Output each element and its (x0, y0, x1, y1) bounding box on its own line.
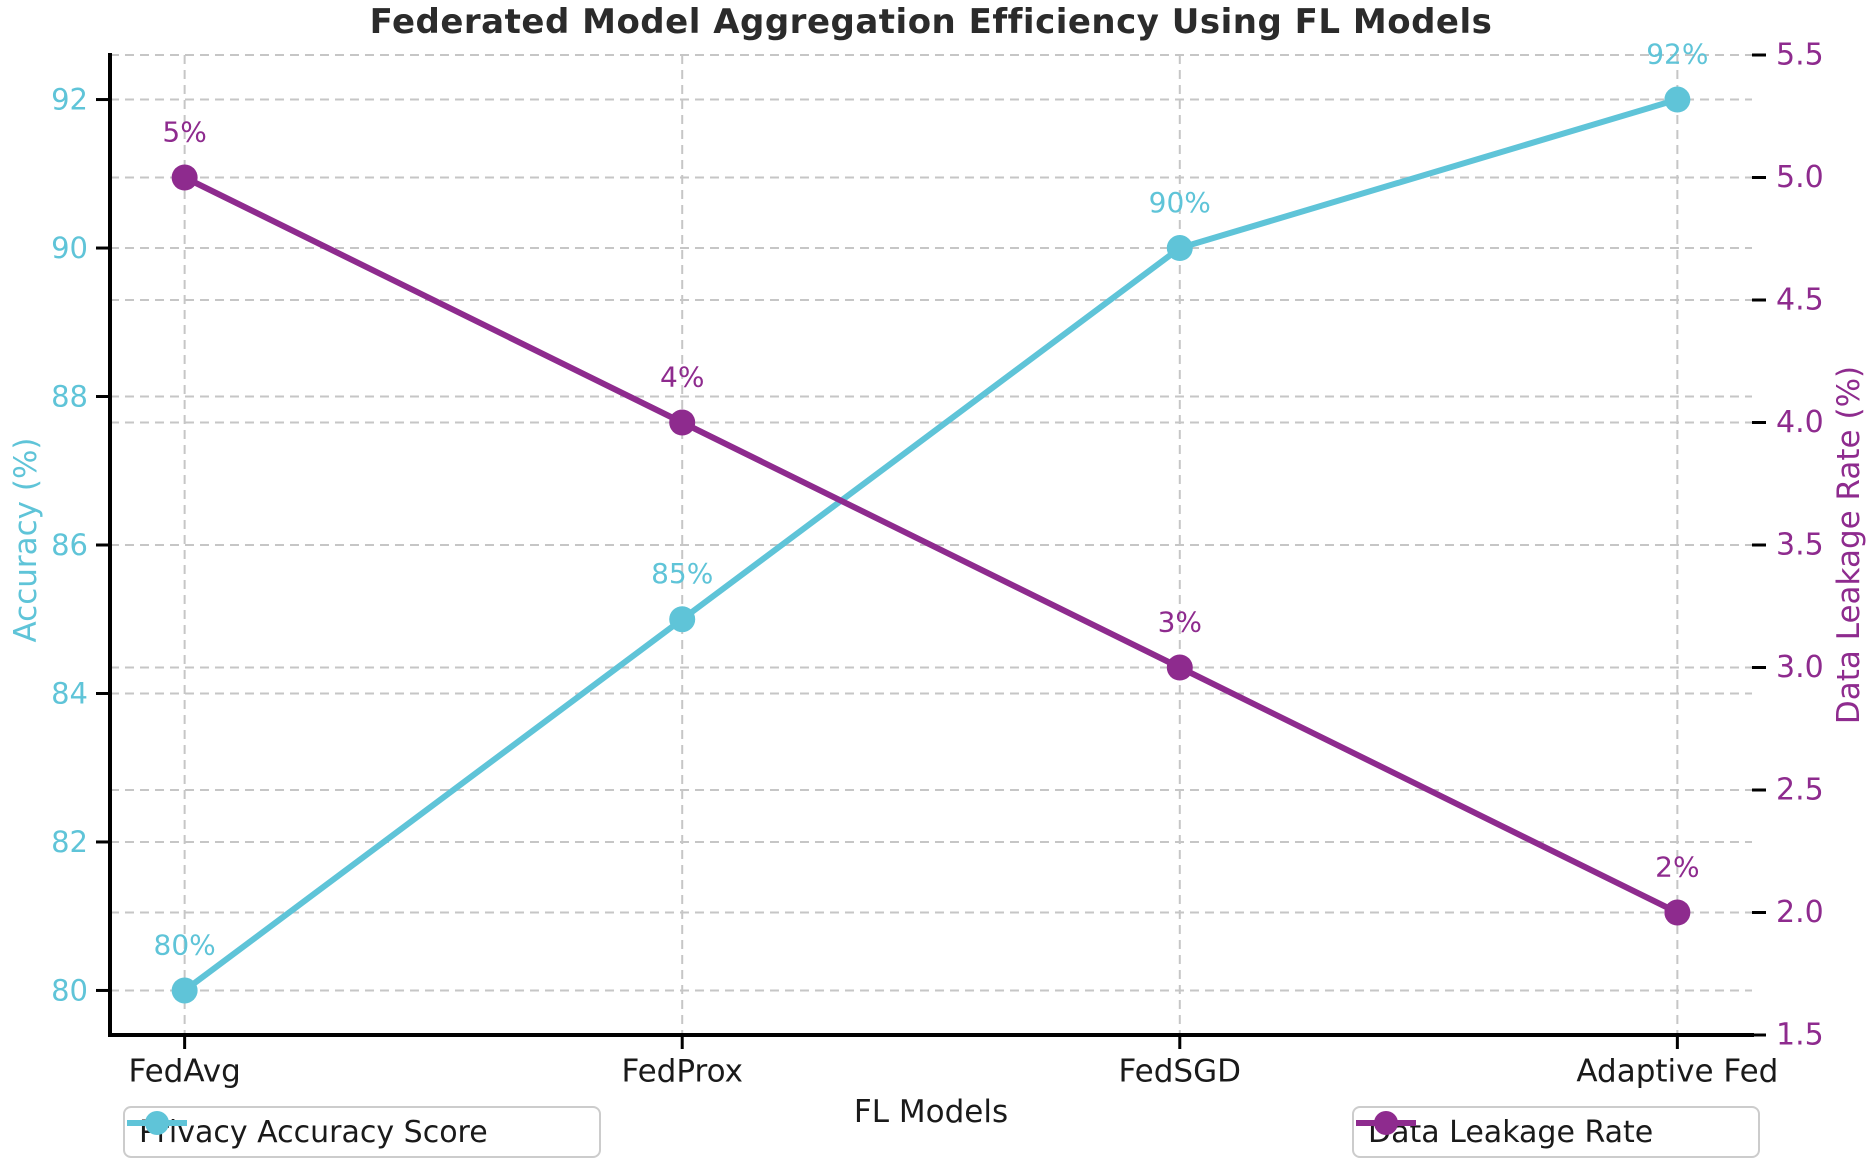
data-point-marker (669, 409, 696, 436)
left-axis-tick-label: 86 (51, 528, 88, 562)
right-axis-label: Data Leakage Rate (%) (1831, 365, 1867, 725)
right-axis-tick-label: 2.0 (1776, 895, 1824, 930)
legend-data-leakage-rate: Data Leakage Rate (1352, 1106, 1760, 1158)
data-point-marker (1166, 235, 1193, 262)
data-point-label: 80% (154, 928, 216, 961)
x-axis-label: FL Models (853, 1094, 1009, 1130)
data-point-label: 4% (660, 361, 704, 394)
data-point-marker (1166, 654, 1193, 681)
left-axis-tick-label: 92 (51, 83, 88, 117)
x-axis-tick-label: FedProx (621, 1053, 742, 1089)
data-point-marker (171, 977, 198, 1004)
legend-line-sample-icon (1356, 1111, 1416, 1135)
series-line (181, 96, 1681, 994)
left-axis-label: Accuracy (%) (8, 437, 44, 643)
data-point-label: 5% (162, 116, 206, 149)
x-axis-tick-label: FedSGD (1119, 1053, 1241, 1089)
right-axis-tick-label: 4.5 (1776, 283, 1824, 318)
right-axis-tick-label: 4.0 (1776, 405, 1824, 440)
legend-label: Privacy Accuracy Score (139, 1114, 488, 1150)
x-axis-tick-label: FedAvg (128, 1053, 240, 1089)
data-point-marker (1664, 899, 1691, 926)
data-point-label: 85% (651, 557, 713, 590)
data-point-label: 2% (1655, 851, 1699, 884)
data-point-marker (669, 606, 696, 633)
right-axis-tick-label: 5.5 (1776, 38, 1824, 73)
series-line (181, 174, 1681, 916)
right-axis-tick-label: 1.5 (1776, 1018, 1824, 1053)
left-axis-tick-label: 80 (51, 973, 88, 1007)
data-point-marker (171, 164, 198, 191)
right-axis-tick-label: 3.5 (1776, 528, 1824, 563)
data-point-label: 3% (1158, 606, 1202, 639)
left-axis-tick-label: 84 (51, 676, 88, 710)
left-axis-tick-label: 82 (51, 825, 88, 859)
legend-privacy-accuracy-score: Privacy Accuracy Score (123, 1106, 601, 1158)
chart-title: Federated Model Aggregation Efficiency U… (369, 2, 1493, 42)
right-axis-tick-label: 3.0 (1776, 650, 1824, 685)
left-axis-tick-label: 88 (51, 380, 88, 414)
right-axis-tick-label: 5.0 (1776, 160, 1824, 195)
data-point-marker (1664, 86, 1691, 113)
legend-line-sample-icon (127, 1111, 187, 1135)
data-point-label: 92% (1646, 38, 1708, 71)
data-point-label: 90% (1149, 186, 1211, 219)
right-axis-tick-label: 2.5 (1776, 773, 1824, 808)
left-axis-tick-label: 90 (51, 231, 88, 265)
x-axis-tick-label: Adaptive Fed (1576, 1053, 1778, 1089)
